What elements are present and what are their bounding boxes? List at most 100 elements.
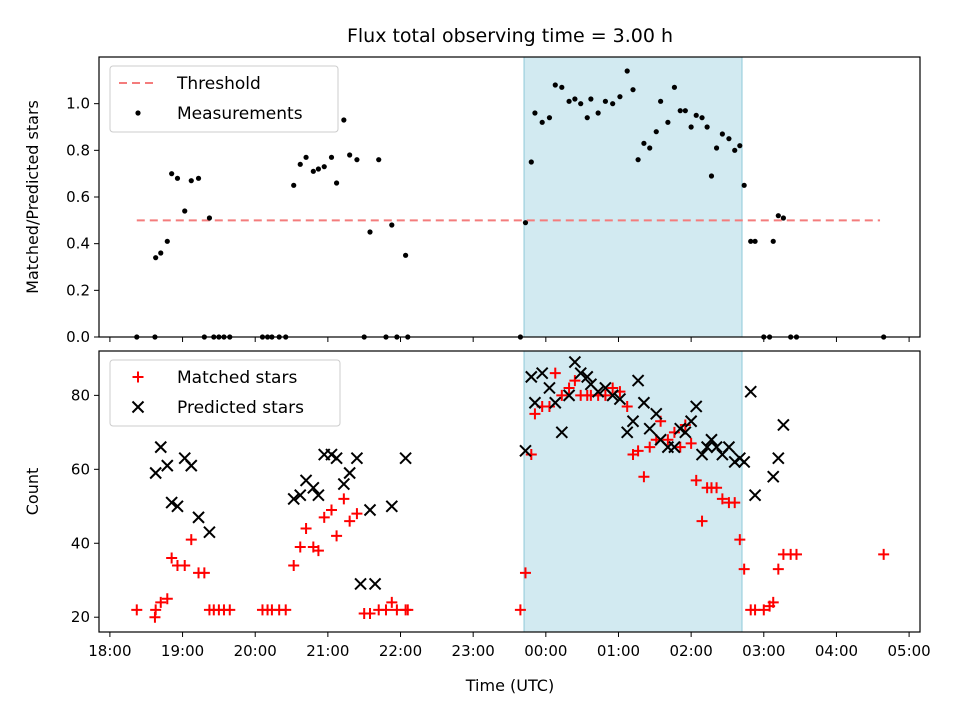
legend: Matched stars Predicted stars: [109, 359, 341, 427]
y-tick-label: 60: [71, 460, 90, 478]
chart-title: Flux total observing time = 3.00 h: [347, 25, 673, 47]
data-point: [621, 400, 633, 412]
data-point: [338, 493, 350, 505]
data-point: [164, 238, 170, 244]
x-tick-label: 02:00: [670, 642, 713, 660]
data-point: [535, 366, 549, 380]
observing-band: [523, 56, 743, 338]
data-point: [696, 515, 708, 527]
data-point: [665, 119, 671, 125]
x-tick-label: 21:00: [306, 642, 349, 660]
data-point: [291, 182, 297, 188]
legend-marker: [135, 110, 141, 116]
data-point: [693, 112, 699, 118]
data-point: [650, 407, 663, 421]
data-point: [685, 437, 697, 449]
data-point: [758, 604, 770, 616]
data-point: [549, 367, 561, 379]
data-point: [559, 84, 565, 90]
data-point: [333, 180, 340, 186]
data-point: [519, 567, 531, 579]
plot-frame: [98, 350, 921, 633]
data-point: [631, 374, 645, 387]
y-tick-label: 0.4: [66, 235, 90, 253]
data-point: [368, 577, 382, 591]
panel-2: 20 40 60 80 18:00 19:00 20:00 21:00 22:00 23:00 00…: [23, 350, 931, 660]
legend-label: Matched stars: [177, 368, 297, 388]
data-point: [185, 534, 197, 546]
data-point: [403, 252, 409, 258]
data-point: [529, 408, 541, 420]
data-point: [150, 604, 162, 616]
data-point: [153, 255, 159, 261]
data-point: [679, 426, 692, 439]
legend-box: [109, 359, 341, 427]
data-point: [770, 238, 776, 244]
data-point: [158, 250, 164, 256]
data-point: [539, 119, 545, 125]
data-point: [732, 147, 738, 153]
y-tick-label: 0.2: [66, 281, 90, 299]
data-point: [748, 238, 754, 244]
data-point: [169, 171, 175, 177]
data-point: [658, 98, 664, 104]
data-point: [549, 396, 562, 409]
data-point: [674, 441, 686, 453]
data-point: [555, 426, 569, 439]
data-point: [777, 418, 790, 432]
data-point: [684, 415, 698, 428]
data-point: [179, 559, 191, 571]
y-tick-label: 20: [71, 608, 90, 626]
data-point: [632, 445, 644, 457]
data-point: [563, 382, 575, 394]
data-point: [641, 140, 647, 146]
x-tick-label: 01:00: [597, 642, 640, 660]
data-point: [354, 157, 360, 163]
panels: 0.0 0.2 0.4 0.6 0.8 1.0 Matched/Predicted star…: [23, 56, 931, 660]
x-tick-label: 23:00: [452, 642, 495, 660]
series-predicted-stars: [149, 355, 790, 591]
x-tick-label: 00:00: [524, 642, 567, 660]
data-point: [344, 515, 356, 527]
data-point: [543, 381, 556, 395]
data-point: [767, 596, 779, 608]
data-point: [569, 375, 581, 387]
data-point: [682, 108, 688, 114]
data-point: [581, 370, 594, 384]
data-point: [288, 559, 300, 571]
data-point: [367, 229, 373, 235]
data-point: [711, 482, 723, 494]
data-point: [386, 596, 398, 608]
data-point: [737, 455, 751, 469]
series-matched-stars: [131, 367, 890, 623]
data-point: [525, 449, 537, 461]
legend-label: Predicted stars: [177, 398, 304, 418]
data-point: [363, 503, 377, 517]
data-point: [566, 98, 572, 104]
data-point: [690, 400, 703, 413]
data-point: [380, 604, 392, 616]
data-point: [700, 440, 714, 454]
data-point: [643, 422, 656, 435]
data-point: [364, 608, 376, 620]
data-point: [131, 604, 143, 616]
data-point: [635, 157, 641, 163]
data-point: [767, 470, 780, 483]
data-point: [610, 101, 616, 107]
data-point: [668, 440, 681, 454]
data-point: [350, 452, 364, 465]
data-point: [617, 94, 623, 100]
data-point: [578, 101, 584, 107]
data-point: [389, 222, 395, 228]
data-point: [166, 552, 178, 564]
data-point: [385, 500, 399, 513]
legend-label: Measurements: [177, 104, 303, 124]
data-point: [588, 96, 594, 102]
data-point: [568, 355, 582, 369]
data-point: [668, 426, 680, 438]
data-point: [644, 441, 656, 453]
x-tick-label: 05:00: [887, 642, 930, 660]
data-point: [562, 389, 576, 402]
data-point: [662, 434, 674, 446]
